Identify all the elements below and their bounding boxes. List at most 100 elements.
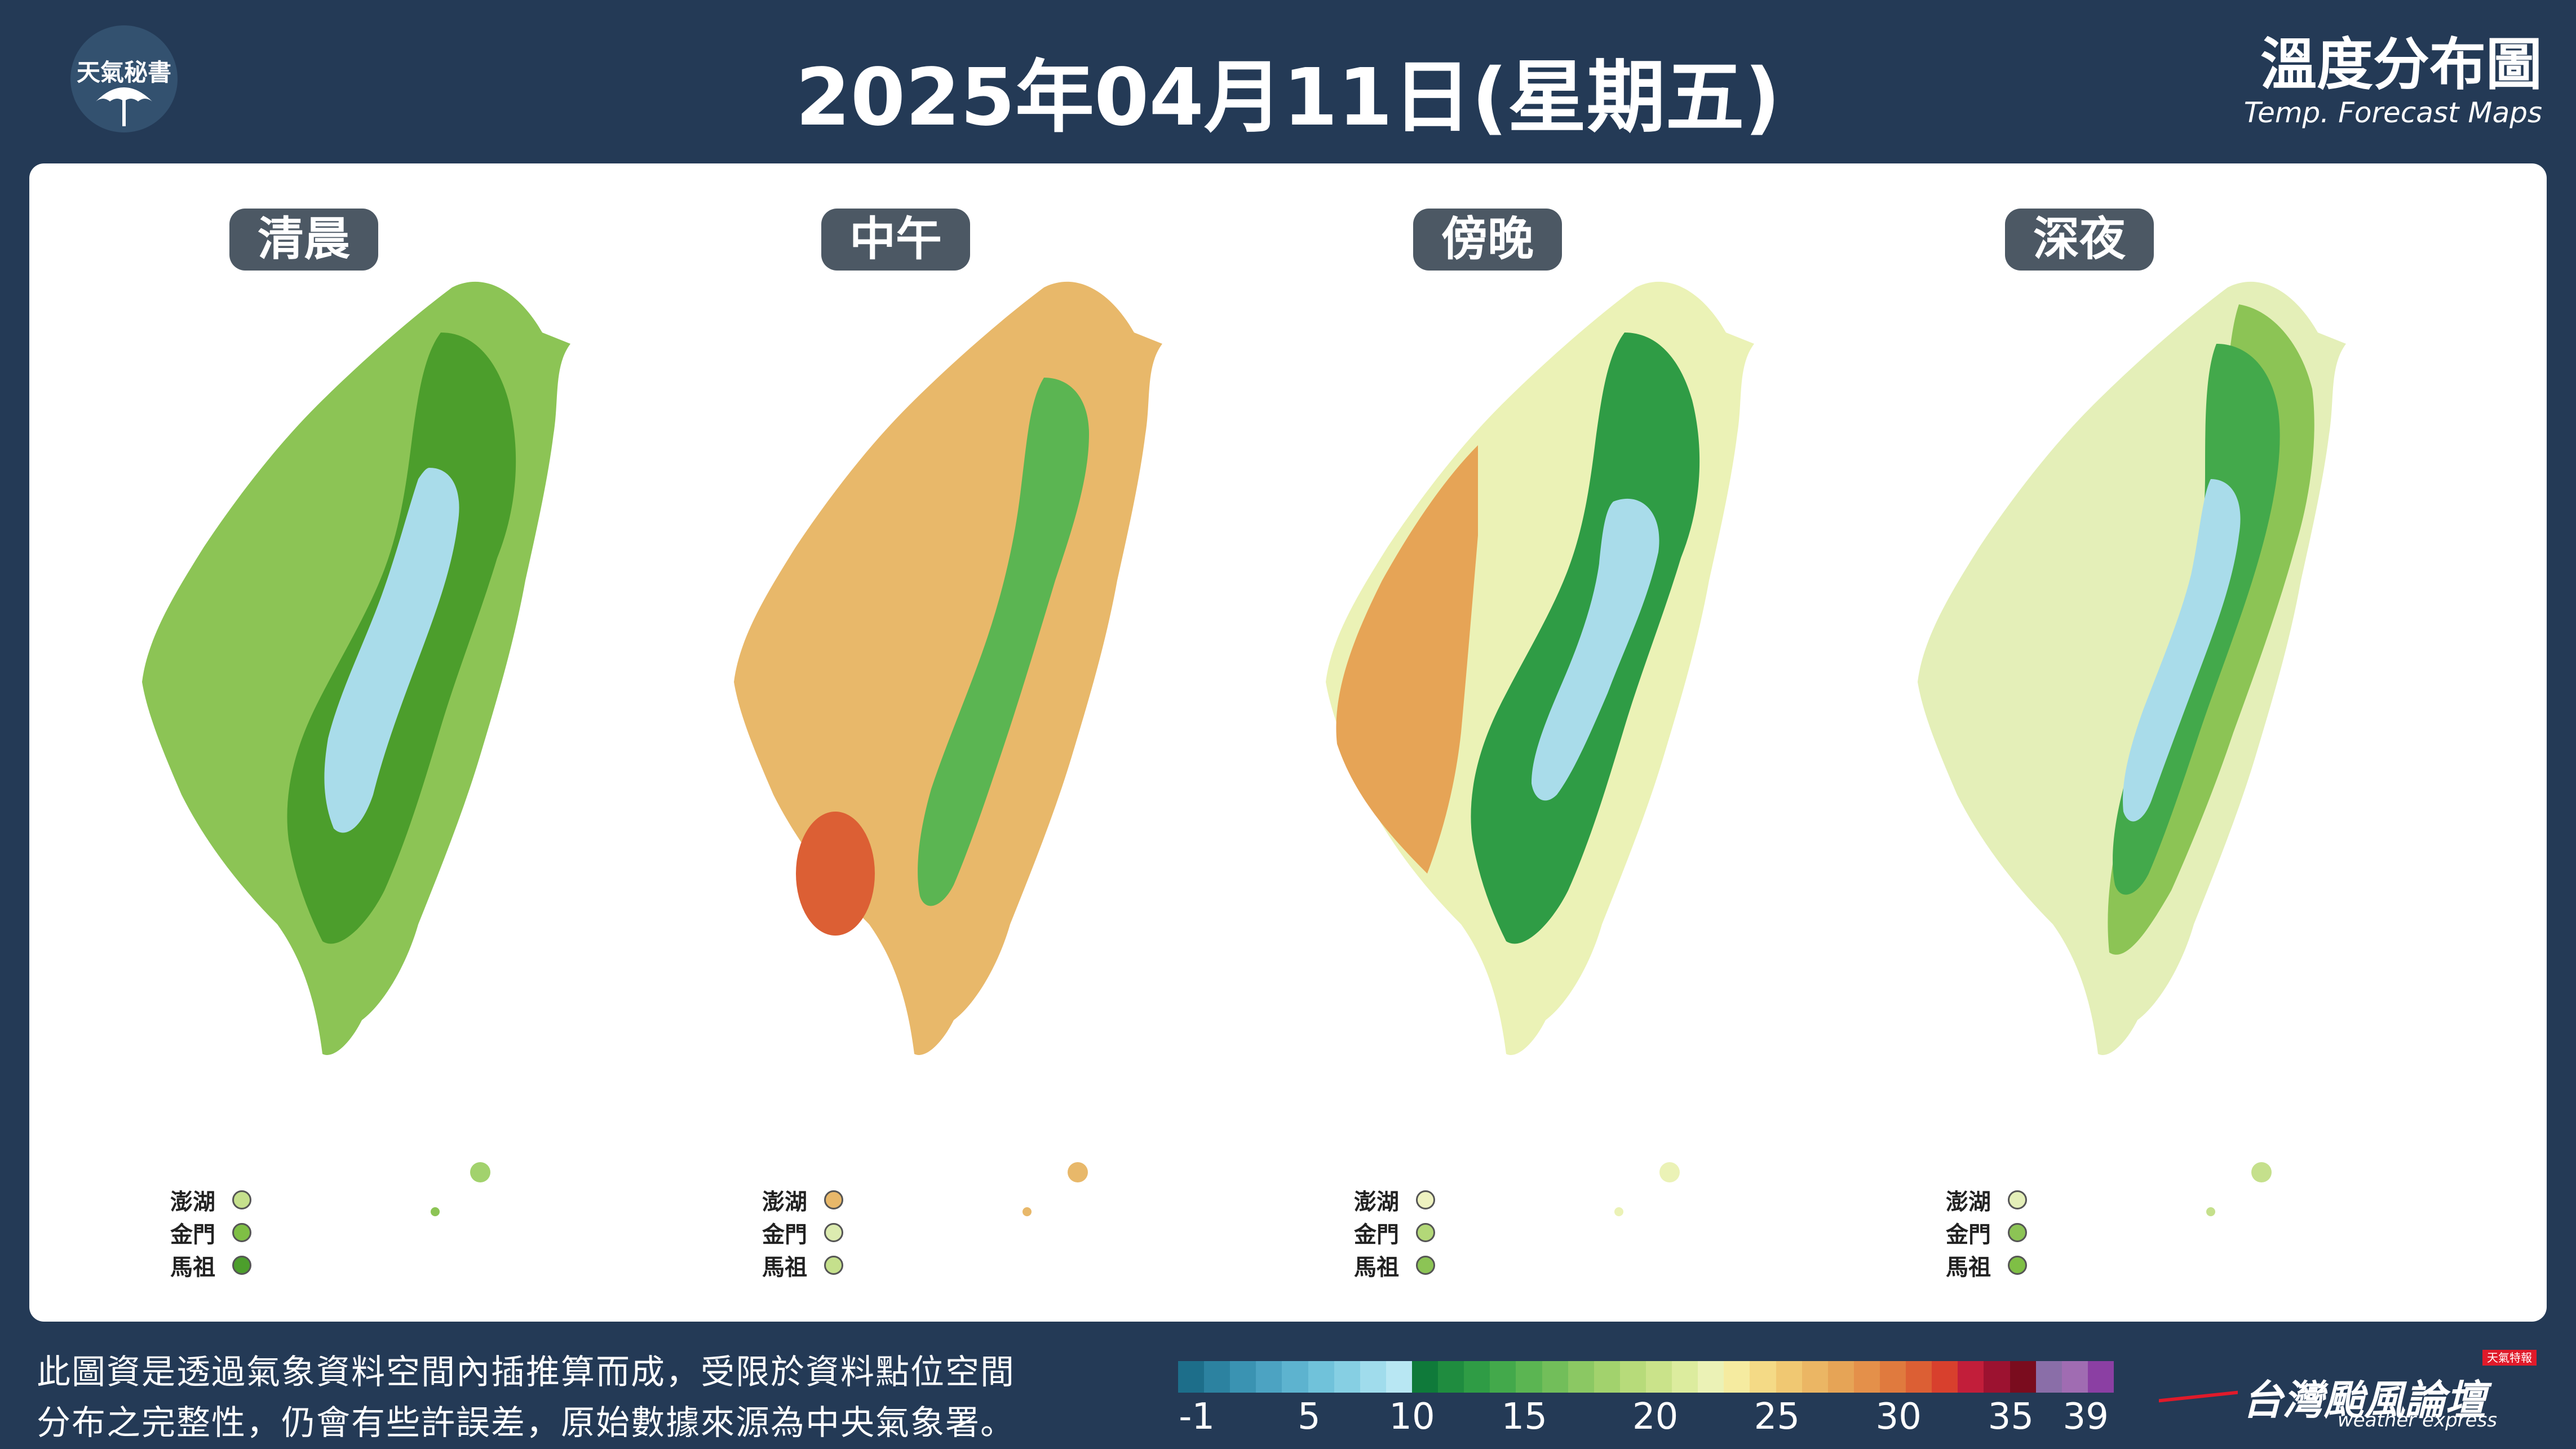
island-temperature-dot <box>232 1223 251 1242</box>
map-evening: 傍晚 澎湖 金門 馬祖 <box>1275 163 1867 1322</box>
map-label: 中午 <box>821 209 971 271</box>
color-scale-swatch <box>1879 1361 1906 1393</box>
island-row: 馬祖 <box>762 1249 843 1282</box>
taiwan-temperature-map <box>1326 281 1754 1216</box>
color-scale-swatch <box>1516 1361 1542 1393</box>
island-temperature-dot <box>2008 1190 2027 1209</box>
scale-tick-label: -1 <box>1179 1396 1215 1438</box>
color-scale-swatch <box>1230 1361 1256 1393</box>
color-scale-swatch <box>1698 1361 1724 1393</box>
island-temperature-dot <box>1416 1190 1435 1209</box>
island-name: 澎湖 <box>1946 1189 1991 1215</box>
outlying-islands-legend: 澎湖 金門 馬祖 <box>762 1184 843 1282</box>
island-row: 馬祖 <box>1946 1249 2027 1282</box>
taiwan-temperature-map <box>142 281 570 1216</box>
brand-tagline: weather express <box>2337 1409 2497 1432</box>
color-scale-swatch <box>1438 1361 1464 1393</box>
island-row: 金門 <box>1946 1216 2027 1249</box>
color-scale-swatch <box>1776 1361 1802 1393</box>
island-row: 澎湖 <box>1946 1184 2027 1216</box>
brand-swoosh <box>2159 1390 2238 1403</box>
disclaimer-line: 此圖資是透過氣象資料空間內插推算而成，受限於資料點位空間 <box>37 1353 1015 1392</box>
scale-tick-label: 25 <box>1754 1396 1800 1438</box>
island-name: 馬祖 <box>170 1255 215 1280</box>
umbrella-icon <box>96 87 152 126</box>
color-scale-swatch <box>1906 1361 1932 1393</box>
island-temperature-dot <box>1416 1256 1435 1275</box>
footer: 此圖資是透過氣象資料空間內插推算而成，受限於資料點位空間 分布之完整性，仍會有些… <box>0 1322 2576 1449</box>
color-scale-swatch <box>2010 1361 2036 1393</box>
island-temperature-dot <box>1416 1223 1435 1242</box>
island-temperature-dot <box>824 1256 843 1275</box>
island-temperature-dot <box>2008 1223 2027 1242</box>
disclaimer-line: 分布之完整性，仍會有些許誤差，原始數據來源為中央氣象署。 <box>37 1403 1015 1443</box>
color-scale-swatch <box>2035 1361 2062 1393</box>
color-scale-labels: -1 5 10 15 20 25 30 35 39 <box>1178 1393 2114 1438</box>
color-scale-swatch <box>1594 1361 1620 1393</box>
island-temperature-dot <box>2008 1256 2027 1275</box>
color-scale-swatch <box>1411 1361 1439 1393</box>
island-row: 澎湖 <box>170 1184 251 1216</box>
island-name: 金門 <box>1354 1222 1399 1248</box>
color-scale-swatch <box>1750 1361 1776 1393</box>
taiwan-temperature-map <box>734 281 1162 1216</box>
outlying-islands-legend: 澎湖 金門 馬祖 <box>170 1184 251 1282</box>
color-scale-swatch <box>1568 1361 1594 1393</box>
disclaimer-note: 此圖資是透過氣象資料空間內插推算而成，受限於資料點位空間 分布之完整性，仍會有些… <box>37 1347 1015 1448</box>
color-scale-swatch <box>1984 1361 2010 1393</box>
island-row: 馬祖 <box>170 1249 251 1282</box>
color-scale-swatch <box>1672 1361 1698 1393</box>
island-row: 金門 <box>1354 1216 1435 1249</box>
corner-title-zh: 溫度分布圖 <box>2260 32 2542 98</box>
island-name: 澎湖 <box>1354 1189 1399 1215</box>
island-row: 澎湖 <box>762 1184 843 1216</box>
maps-panel: 清晨 澎湖 金門 馬祖 中午 澎湖 <box>29 163 2547 1322</box>
color-scale-swatch <box>1932 1361 1958 1393</box>
outlying-islands-legend: 澎湖 金門 馬祖 <box>1946 1184 2027 1282</box>
color-scale-swatch <box>2087 1361 2114 1393</box>
island-row: 金門 <box>762 1216 843 1249</box>
brand-watermark: 天氣特報 台灣颱風論壇 weather express <box>2159 1350 2542 1432</box>
taiwan-temperature-map <box>1918 281 2346 1216</box>
color-scale-swatch <box>1490 1361 1516 1393</box>
color-scale-swatch <box>1958 1361 1984 1393</box>
island-name: 馬祖 <box>1946 1255 1991 1280</box>
color-scale-swatch <box>1802 1361 1828 1393</box>
color-scale-swatch <box>1360 1361 1386 1393</box>
island-name: 澎湖 <box>762 1189 807 1215</box>
outlying-islands-legend: 澎湖 金門 馬祖 <box>1354 1184 1435 1282</box>
island-temperature-dot <box>824 1223 843 1242</box>
island-name: 馬祖 <box>1354 1255 1399 1280</box>
brand-stamp: 天氣特報 <box>2482 1350 2537 1366</box>
island-temperature-dot <box>232 1256 251 1275</box>
corner-title: 溫度分布圖 Temp. Forecast Maps <box>2244 34 2542 130</box>
scale-tick-label: 30 <box>1875 1396 1922 1438</box>
scale-tick-label: 15 <box>1501 1396 1547 1438</box>
color-scale-swatch <box>1204 1361 1231 1393</box>
temperature-color-scale: -1 5 10 15 20 25 30 35 39 <box>1178 1361 2114 1438</box>
island-name: 金門 <box>1946 1222 1991 1248</box>
map-early-morning: 清晨 澎湖 金門 馬祖 <box>91 163 683 1322</box>
island-temperature-dot <box>232 1190 251 1209</box>
color-scale-swatch <box>1308 1361 1334 1393</box>
color-scale-swatch <box>1724 1361 1750 1393</box>
color-scale-swatch <box>1827 1361 1854 1393</box>
color-scale-swatch <box>1645 1361 1672 1393</box>
brand-name: 台灣颱風論壇 <box>2242 1376 2486 1424</box>
scale-tick-label: 20 <box>1632 1396 1679 1438</box>
color-scale-swatch <box>2061 1361 2088 1393</box>
island-name: 金門 <box>762 1222 807 1248</box>
color-scale-swatch <box>1619 1361 1646 1393</box>
map-noon: 中午 澎湖 金門 馬祖 <box>683 163 1275 1322</box>
color-scale-swatch <box>1464 1361 1490 1393</box>
scale-tick-label: 10 <box>1389 1396 1435 1438</box>
header: 天氣秘書 2025年04月11日(星期五) 溫度分布圖 Temp. Foreca… <box>0 0 2576 163</box>
scale-tick-label: 39 <box>2062 1396 2109 1438</box>
island-row: 澎湖 <box>1354 1184 1435 1216</box>
island-name: 馬祖 <box>762 1255 807 1280</box>
island-name: 澎湖 <box>170 1189 215 1215</box>
color-scale-swatch <box>1334 1361 1360 1393</box>
island-row: 金門 <box>170 1216 251 1249</box>
color-scale-bar <box>1178 1361 2114 1393</box>
color-scale-swatch <box>1853 1361 1880 1393</box>
